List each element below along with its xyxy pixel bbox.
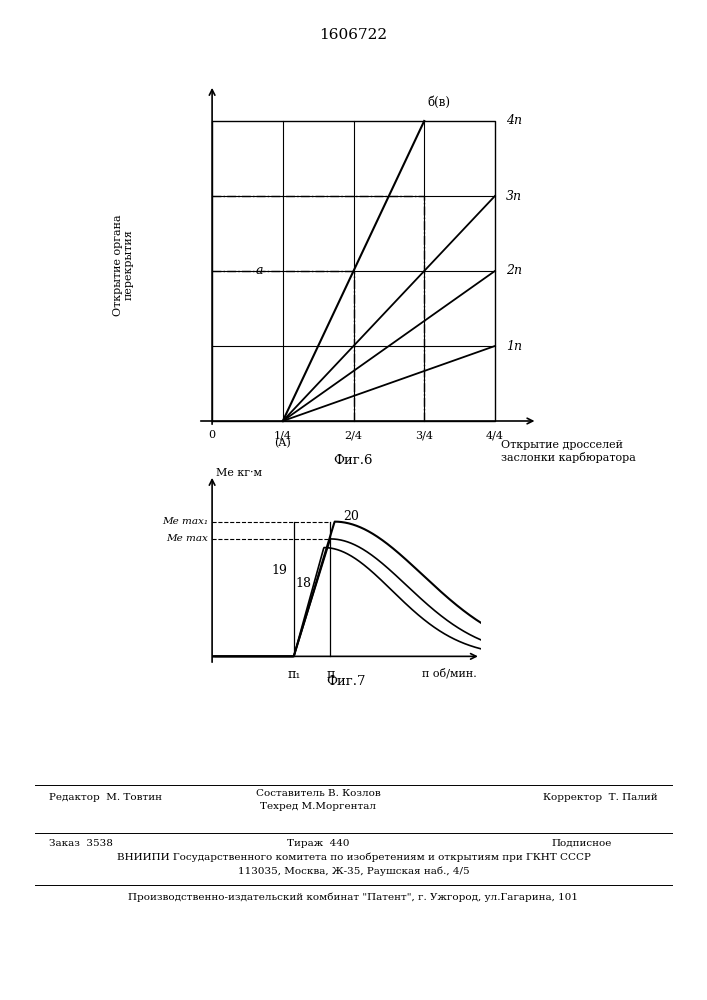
Text: Редактор  М. Товтин: Редактор М. Товтин (49, 793, 163, 802)
Text: 2п: 2п (506, 264, 522, 277)
Text: 2/4: 2/4 (344, 430, 363, 440)
Text: Фиг.7: Фиг.7 (327, 675, 366, 688)
Text: a: a (255, 264, 263, 277)
Text: ВНИИПИ Государственного комитета по изобретениям и открытиям при ГКНТ СССР: ВНИИПИ Государственного комитета по изоб… (117, 853, 590, 862)
Text: Техред М.Моргентал: Техред М.Моргентал (260, 802, 376, 811)
Text: 1п: 1п (506, 340, 522, 353)
Text: Производственно-издательский комбинат "Патент", г. Ужгород, ул.Гагарина, 101: Производственно-издательский комбинат "П… (129, 893, 578, 902)
Text: Ме кг·м: Ме кг·м (216, 468, 262, 478)
Text: Составитель В. Козлов: Составитель В. Козлов (256, 789, 380, 798)
Text: Ме max₁: Ме max₁ (162, 517, 208, 526)
Text: (A): (A) (274, 438, 291, 448)
Text: 3/4: 3/4 (415, 430, 433, 440)
Text: Заказ  3538: Заказ 3538 (49, 839, 113, 848)
Text: Фиг.6: Фиг.6 (334, 454, 373, 467)
Text: Открытие дросселей
заслонки карбюратора: Открытие дросселей заслонки карбюратора (501, 440, 636, 463)
Text: п₁: п₁ (287, 668, 300, 681)
Text: 1/4: 1/4 (274, 430, 292, 440)
Text: 4п: 4п (506, 114, 522, 127)
Text: 19: 19 (271, 564, 287, 576)
Text: 18: 18 (296, 577, 312, 590)
Text: 20: 20 (343, 510, 359, 523)
Text: б(в): б(в) (427, 96, 450, 109)
Text: 0: 0 (209, 430, 216, 440)
Text: 4/4: 4/4 (486, 430, 504, 440)
Text: 1606722: 1606722 (320, 28, 387, 42)
Text: 3п: 3п (506, 190, 522, 202)
Text: п: п (326, 668, 334, 681)
Text: Тираж  440: Тираж 440 (287, 839, 349, 848)
Text: Ме max: Ме max (166, 534, 208, 543)
Text: 113035, Москва, Ж-35, Раушская наб., 4/5: 113035, Москва, Ж-35, Раушская наб., 4/5 (238, 866, 469, 876)
Text: Открытие органа
перекрытия: Открытие органа перекрытия (112, 214, 134, 316)
Text: Подписное: Подписное (551, 839, 612, 848)
Text: Корректор  Т. Палий: Корректор Т. Палий (543, 793, 658, 802)
Text: п об/мин.: п об/мин. (421, 668, 477, 679)
